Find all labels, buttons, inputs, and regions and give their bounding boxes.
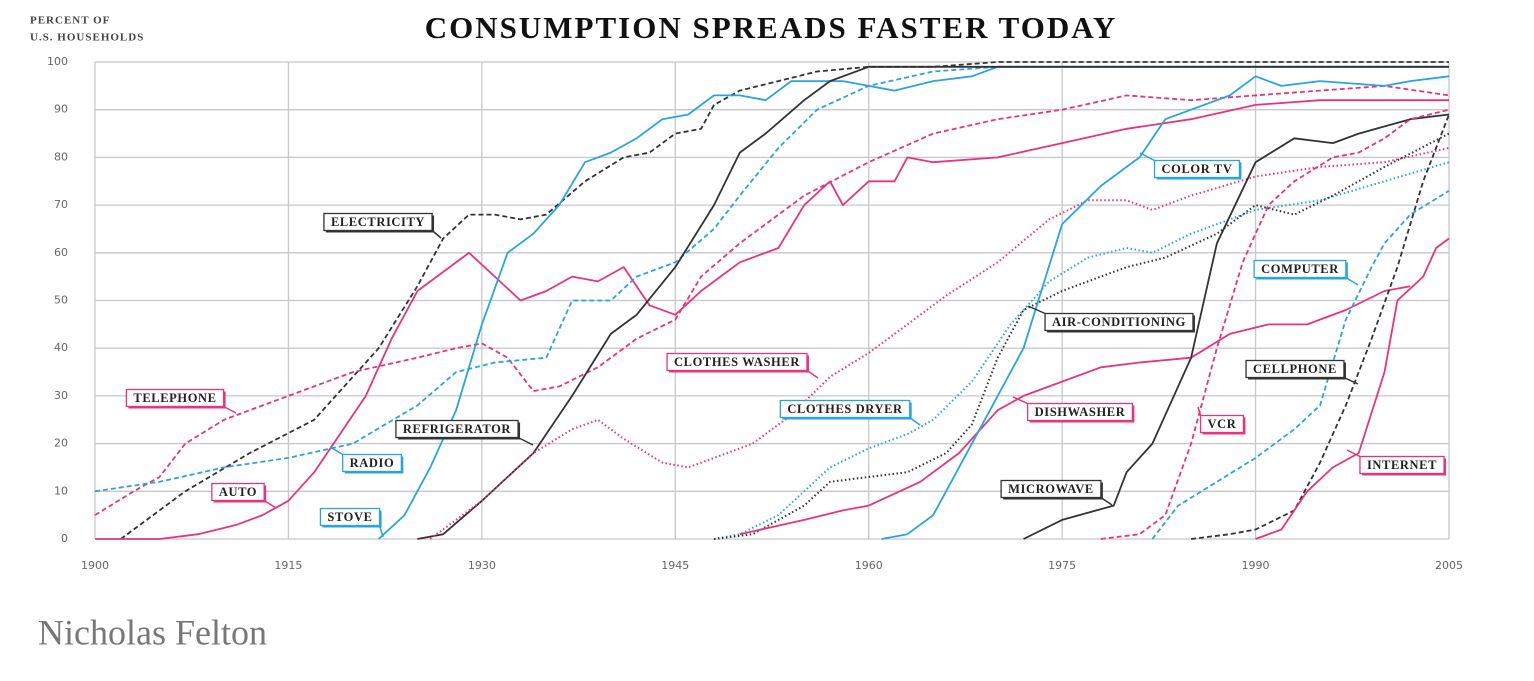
- series-label: TELEPHONE: [125, 388, 237, 414]
- series-label: DISHWASHER: [1012, 396, 1135, 423]
- series-line: [1255, 237, 1450, 540]
- label-box: [342, 453, 402, 473]
- grid: [94, 61, 1450, 540]
- label-box: [125, 388, 225, 408]
- legend-label: VCR: [1208, 417, 1237, 431]
- series-line: [95, 99, 1449, 540]
- label-leader: [1343, 376, 1359, 385]
- series-label: AIR-CONDITIONING: [1027, 305, 1195, 333]
- x-tick-label: 1975: [1048, 559, 1076, 572]
- series-label: MICROWAVE: [1000, 479, 1113, 506]
- series-line: [1023, 113, 1450, 540]
- label-box: [1199, 414, 1245, 434]
- series-line: [429, 146, 1450, 540]
- legend-label: CELLPHONE: [1253, 362, 1337, 376]
- legend-label: TELEPHONE: [133, 391, 216, 405]
- y-tick-label: 60: [54, 246, 68, 259]
- label-leader: [1346, 449, 1361, 458]
- legend-label: REFRIGERATOR: [403, 422, 512, 436]
- legend-label: ELECTRICITY: [331, 215, 425, 229]
- series-label: COMPUTER: [1253, 259, 1359, 286]
- legend-label: AIR-CONDITIONING: [1052, 315, 1186, 329]
- series-line: [94, 65, 1449, 493]
- y-tick-label: 90: [54, 103, 68, 116]
- series-label: INTERNET: [1346, 449, 1447, 476]
- y-tick-label: 50: [54, 294, 68, 307]
- y-axis-label: PERCENT OF: [30, 15, 110, 27]
- y-tick-label: 30: [54, 389, 68, 402]
- label-leader: [1012, 396, 1028, 405]
- x-tick-label: 1960: [855, 559, 883, 572]
- y-tick-label: 100: [47, 55, 68, 68]
- series-line: [713, 132, 1450, 540]
- series-line: [1190, 114, 1450, 540]
- label-box: [1245, 359, 1345, 379]
- label-box: [211, 482, 265, 502]
- x-tick-label: 1900: [81, 559, 109, 572]
- series-line: [120, 61, 1449, 540]
- label-box: [395, 419, 519, 439]
- label-leader: [223, 405, 237, 414]
- series-line: [739, 285, 1411, 536]
- label-box: [319, 507, 381, 527]
- x-tick-label: 1945: [661, 559, 689, 572]
- legend-label: CLOTHES DRYER: [787, 402, 903, 416]
- series-line: [881, 75, 1450, 540]
- series-label: COLOR TV: [1139, 152, 1242, 180]
- series-label: ELECTRICITY: [323, 212, 442, 239]
- series-line: [1151, 190, 1450, 540]
- label-leader: [1027, 305, 1046, 315]
- chart-title: CONSUMPTION SPREADS FASTER TODAY: [425, 10, 1117, 45]
- series-label: CLOTHES WASHER: [666, 352, 819, 379]
- legend-label: COMPUTER: [1261, 262, 1339, 276]
- series-line: [417, 65, 1449, 540]
- legend-label: MICROWAVE: [1008, 482, 1094, 496]
- series-label: VCR: [1197, 406, 1246, 435]
- label-leader: [1197, 406, 1202, 416]
- y-tick-label: 80: [54, 150, 68, 163]
- x-tick-label: 1930: [468, 559, 496, 572]
- label-box: [323, 212, 433, 232]
- series-label: CLOTHES DRYER: [779, 399, 921, 426]
- legend-label: AUTO: [219, 485, 257, 499]
- x-tick-label: 1990: [1242, 559, 1270, 572]
- y-tick-label: 0: [61, 532, 68, 545]
- legend-label: INTERNET: [1367, 458, 1437, 472]
- legend-label: COLOR TV: [1162, 162, 1233, 176]
- label-leader: [517, 436, 534, 446]
- label-box: [666, 352, 808, 372]
- series-label: AUTO: [211, 482, 277, 509]
- y-tick-label: 40: [54, 341, 68, 354]
- label-leader: [329, 446, 344, 456]
- label-box: [1044, 312, 1194, 332]
- y-tick-label: 10: [54, 484, 68, 497]
- legend-label: DISHWASHER: [1035, 405, 1126, 419]
- y-tick-label: 20: [54, 437, 68, 450]
- label-leader: [1139, 152, 1155, 162]
- label-leader: [1345, 276, 1359, 286]
- series-line: [713, 161, 1450, 540]
- credit: Nicholas Felton: [38, 612, 267, 652]
- label-box: [1153, 159, 1241, 179]
- label-box: [1026, 402, 1134, 422]
- series-label: REFRIGERATOR: [395, 419, 534, 446]
- y-axis-label: U.S. HOUSEHOLDS: [30, 32, 144, 44]
- label-box: [1359, 455, 1445, 475]
- label-box: [1000, 479, 1102, 499]
- series-label: STOVE: [319, 507, 384, 538]
- label-box: [779, 399, 911, 419]
- series-line: [378, 65, 1449, 540]
- legend-label: RADIO: [350, 456, 395, 470]
- x-tick-label: 2005: [1435, 559, 1463, 572]
- series-line: [94, 85, 1450, 516]
- series-label: CELLPHONE: [1245, 359, 1359, 385]
- y-tick-label: 70: [54, 198, 68, 211]
- label-box: [1253, 259, 1347, 279]
- series-label: RADIO: [329, 446, 404, 474]
- legend-label: STOVE: [327, 510, 372, 524]
- legend-label: CLOTHES WASHER: [674, 355, 800, 369]
- x-tick-label: 1915: [274, 559, 302, 572]
